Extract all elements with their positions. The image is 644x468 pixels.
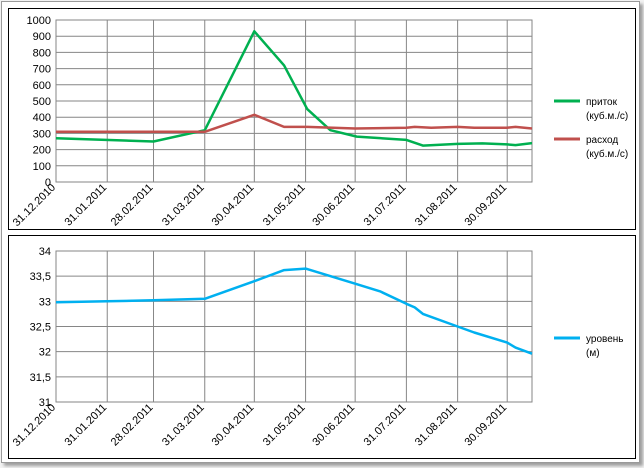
y-tick-label: 300: [33, 128, 51, 140]
y-tick-label: 33,5: [30, 271, 51, 283]
x-tick-label: 31.03.2011: [160, 402, 207, 449]
legend-unit: (м): [586, 348, 600, 359]
y-tick-label: 800: [33, 47, 51, 59]
y-tick-label: 100: [33, 161, 51, 173]
x-tick-label: 30.06.2011: [310, 182, 357, 229]
x-tick-label: 30.09.2011: [462, 182, 509, 229]
series-line-1: [55, 30, 533, 147]
legend-unit: (куб.м./с): [586, 148, 628, 160]
x-tick-label: 31.01.2011: [63, 182, 110, 229]
y-tick-label: 33: [39, 296, 51, 308]
x-tick-label: 31.03.2011: [160, 182, 207, 229]
legend-label: расход: [586, 135, 618, 146]
x-tick-label: 31.07.2011: [362, 402, 409, 449]
chart-frame: 0 100 200 300 400 500 600 700 800 900 1000 31.12.20…: [1, 1, 640, 463]
x-tick-label: 31.07.2011: [362, 182, 409, 229]
x-tick-label: 28.02.2011: [109, 402, 156, 449]
series-line-2: [56, 113, 533, 134]
y-tick-label: 500: [33, 96, 51, 108]
x-tick-label: 31.12.2010: [11, 182, 58, 229]
flow-chart: 0 100 200 300 400 500 600 700 800 900 1000 31.12.20…: [11, 15, 629, 229]
legend-unit: (куб.м./с): [586, 110, 628, 122]
x-tick-label: 30.04.2011: [210, 182, 257, 229]
y-tick-label: 32: [39, 347, 51, 359]
y-tick-label: 600: [33, 80, 51, 92]
x-tick-label: 31.12.2010: [11, 402, 58, 449]
x-tick-label: 31.01.2011: [63, 402, 110, 449]
y-tick-label: 900: [33, 31, 51, 43]
y-tick-label: 0: [45, 177, 51, 189]
x-tick-label: 31.05.2011: [261, 182, 308, 229]
y-tick-label: 34: [39, 246, 51, 258]
legend-label: приток: [586, 97, 618, 108]
y-tick-label: 1000: [27, 15, 51, 27]
top-chart-panel: 0 100 200 300 400 500 600 700 800 900 1000 31.12.20…: [8, 8, 636, 230]
y-tick-label: 31,5: [30, 372, 51, 384]
y-tick-label: 32,5: [30, 322, 51, 334]
x-tick-label: 31.08.2011: [413, 402, 460, 449]
level-chart: 31 31,5 32 32,5 33 33,5 34 31.12.2010 31.01.2011…: [11, 246, 624, 449]
y-tick-label: 31: [39, 397, 51, 409]
plot-area: [55, 250, 533, 403]
x-tick-label: 28.02.2011: [109, 182, 156, 229]
x-tick-label: 30.09.2011: [462, 402, 509, 449]
x-tick-label: 30.06.2011: [310, 402, 357, 449]
series-line-1: [55, 267, 533, 355]
bottom-chart-panel: 31 31,5 32 32,5 33 33,5 34 31.12.2010 31.01.2011…: [8, 235, 636, 459]
y-tick-label: 400: [33, 112, 51, 124]
y-tick-label: 200: [33, 145, 51, 157]
legend-label: уровень: [586, 334, 624, 345]
x-tick-label: 31.05.2011: [261, 402, 308, 449]
x-tick-label: 31.08.2011: [413, 182, 460, 229]
plot-area: [55, 19, 533, 183]
x-tick-label: 30.04.2011: [210, 402, 257, 449]
y-tick-label: 700: [33, 64, 51, 76]
